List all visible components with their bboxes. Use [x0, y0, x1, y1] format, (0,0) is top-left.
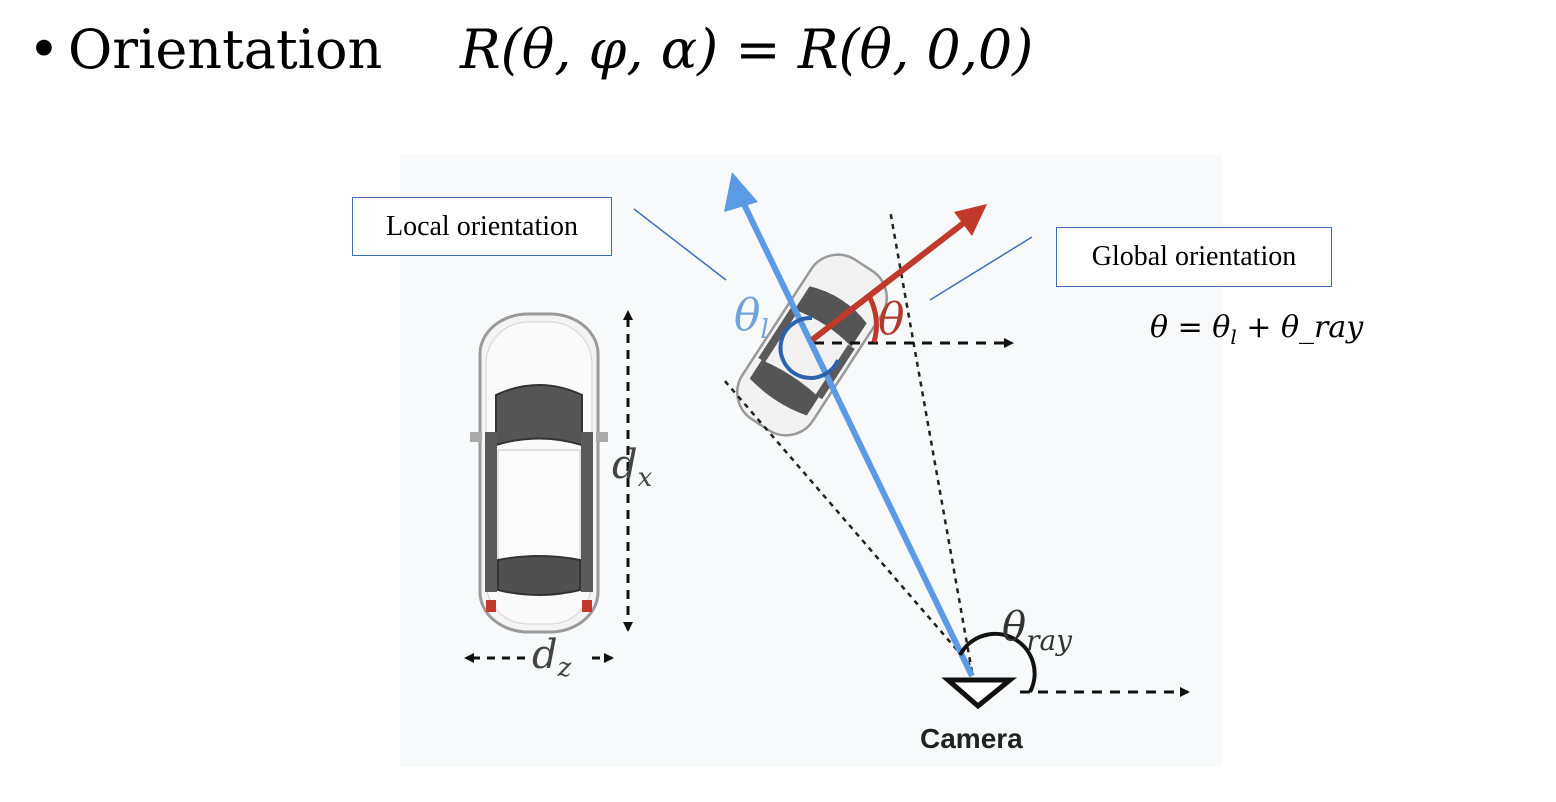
dz-label: dz	[532, 632, 572, 683]
dx-label: dx	[612, 442, 653, 493]
bullet-dot: •	[28, 18, 60, 81]
ray-dotted-left	[723, 379, 971, 666]
global-orientation-callout: Global orientation	[1056, 227, 1332, 287]
theta-ray-arc	[958, 631, 1037, 693]
heading-title: Orientation	[68, 18, 383, 81]
global-leader-line	[929, 236, 1033, 301]
car-left-icon	[470, 312, 608, 634]
red-orientation-arrow	[810, 204, 987, 343]
local-orientation-callout: Local orientation	[352, 197, 612, 256]
side-equation-sub: l	[1230, 325, 1237, 349]
dx-label-sub: x	[638, 463, 653, 493]
theta-ray-label-main: θ	[1002, 604, 1026, 650]
side-equation-b: + θ_ray	[1236, 310, 1364, 345]
theta-l-label-sub: l	[761, 315, 769, 345]
formula-lhs: R(θ, φ, α)	[460, 18, 719, 81]
side-equation-a: θ = θ	[1150, 310, 1231, 345]
camera-icon	[941, 677, 1018, 710]
dz-label-main: d	[532, 632, 558, 678]
global-orientation-text: Global orientation	[1091, 241, 1297, 272]
side-equation: θ = θl + θ_ray	[1150, 310, 1363, 349]
theta-label: θ	[878, 294, 905, 345]
local-orientation-text: Local orientation	[385, 210, 579, 242]
theta-l-arc	[778, 315, 840, 380]
theta-l-label: θl	[734, 290, 769, 345]
dz-label-sub: z	[557, 653, 572, 683]
theta-arc	[867, 296, 879, 343]
blue-ray-arrow	[724, 172, 975, 678]
dx-label-main: d	[612, 442, 638, 488]
heading-formula: R(θ, φ, α) = R(θ, 0,0)	[460, 18, 1033, 81]
local-leader-line	[633, 208, 727, 281]
ray-dotted-right	[888, 209, 974, 673]
camera-label: Camera	[920, 723, 1023, 754]
theta-ray-label: θray	[1002, 604, 1073, 657]
theta-ray-label-sub: ray	[1026, 624, 1073, 657]
formula-rhs: R(θ, 0,0)	[797, 18, 1034, 81]
formula-equals: =	[718, 18, 798, 81]
theta-l-label-main: θ	[734, 290, 761, 341]
